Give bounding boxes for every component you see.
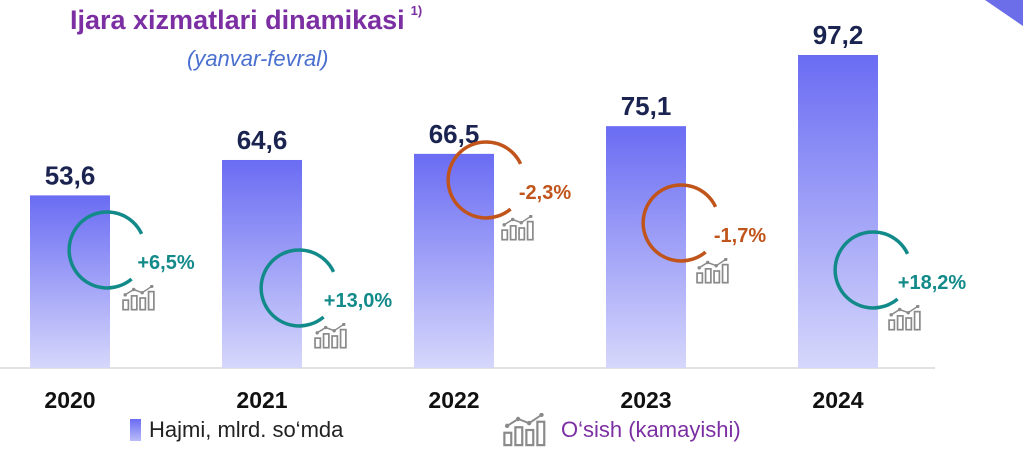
growth-label-2022: -2,3% bbox=[519, 182, 571, 204]
growth-badge-2022: -2,3% bbox=[446, 140, 571, 241]
growth-chart-icon bbox=[696, 258, 729, 284]
legend-growth: O‘sish (kamayishi) bbox=[503, 413, 741, 447]
growth-chart-icon bbox=[314, 323, 347, 349]
value-label-2024: 97,2 bbox=[813, 20, 864, 50]
value-label-2021: 64,6 bbox=[237, 125, 288, 155]
growth-chart-icon bbox=[122, 285, 155, 311]
growth-ring-gap bbox=[899, 300, 931, 323]
growth-badge-2024: +18,2% bbox=[833, 230, 967, 331]
growth-ring-gap bbox=[325, 318, 357, 341]
x-tick-2024: 2024 bbox=[812, 387, 863, 413]
growth-label-2021: +13,0% bbox=[324, 290, 393, 312]
x-tick-2021: 2021 bbox=[236, 387, 287, 413]
x-tick-2023: 2023 bbox=[620, 387, 671, 413]
growth-badge-2021: +13,0% bbox=[259, 248, 393, 349]
value-label-2020: 53,6 bbox=[45, 160, 96, 190]
x-tick-2022: 2022 bbox=[428, 387, 479, 413]
growth-badge-2023: -1,7% bbox=[641, 183, 766, 284]
growth-ring bbox=[641, 183, 718, 263]
growth-ring-gap bbox=[133, 280, 165, 303]
growth-ring bbox=[833, 230, 910, 310]
growth-ring-gap bbox=[512, 210, 544, 233]
legend-volume: Hajmi, mlrd. so‘mda bbox=[130, 415, 343, 445]
growth-badge-2020: +6,5% bbox=[67, 210, 195, 311]
bar-2024 bbox=[798, 55, 878, 368]
growth-label-2020: +6,5% bbox=[137, 252, 194, 274]
growth-ring-gap bbox=[707, 253, 739, 276]
title-footnote-mark: 1) bbox=[410, 3, 423, 18]
legend-volume-label: Hajmi, mlrd. so‘mda bbox=[149, 417, 344, 442]
growth-chart-icon bbox=[888, 305, 921, 331]
value-label-2023: 75,1 bbox=[621, 91, 672, 121]
growth-label-2024: +18,2% bbox=[898, 272, 967, 294]
growth-ring bbox=[67, 210, 144, 290]
chart-title: Ijara xizmatlari dinamikasi 1) bbox=[70, 3, 422, 36]
bar-2022 bbox=[414, 153, 494, 368]
chart-subtitle: (yanvar-fevral) bbox=[187, 46, 329, 71]
growth-chart-icon bbox=[501, 215, 534, 241]
legend-growth-label: O‘sish (kamayishi) bbox=[561, 417, 741, 442]
growth-chart-icon bbox=[503, 413, 546, 447]
growth-label-2023: -1,7% bbox=[714, 225, 766, 247]
legend-volume-swatch bbox=[130, 419, 141, 441]
corner-decoration bbox=[985, 0, 1023, 26]
growth-ring bbox=[259, 248, 336, 328]
bar-2021 bbox=[222, 159, 302, 368]
x-tick-2020: 2020 bbox=[44, 387, 95, 413]
growth-ring bbox=[446, 140, 523, 220]
title-text: Ijara xizmatlari dinamikasi bbox=[70, 5, 405, 35]
bar-2023 bbox=[606, 126, 686, 368]
bar-2020 bbox=[30, 195, 110, 368]
